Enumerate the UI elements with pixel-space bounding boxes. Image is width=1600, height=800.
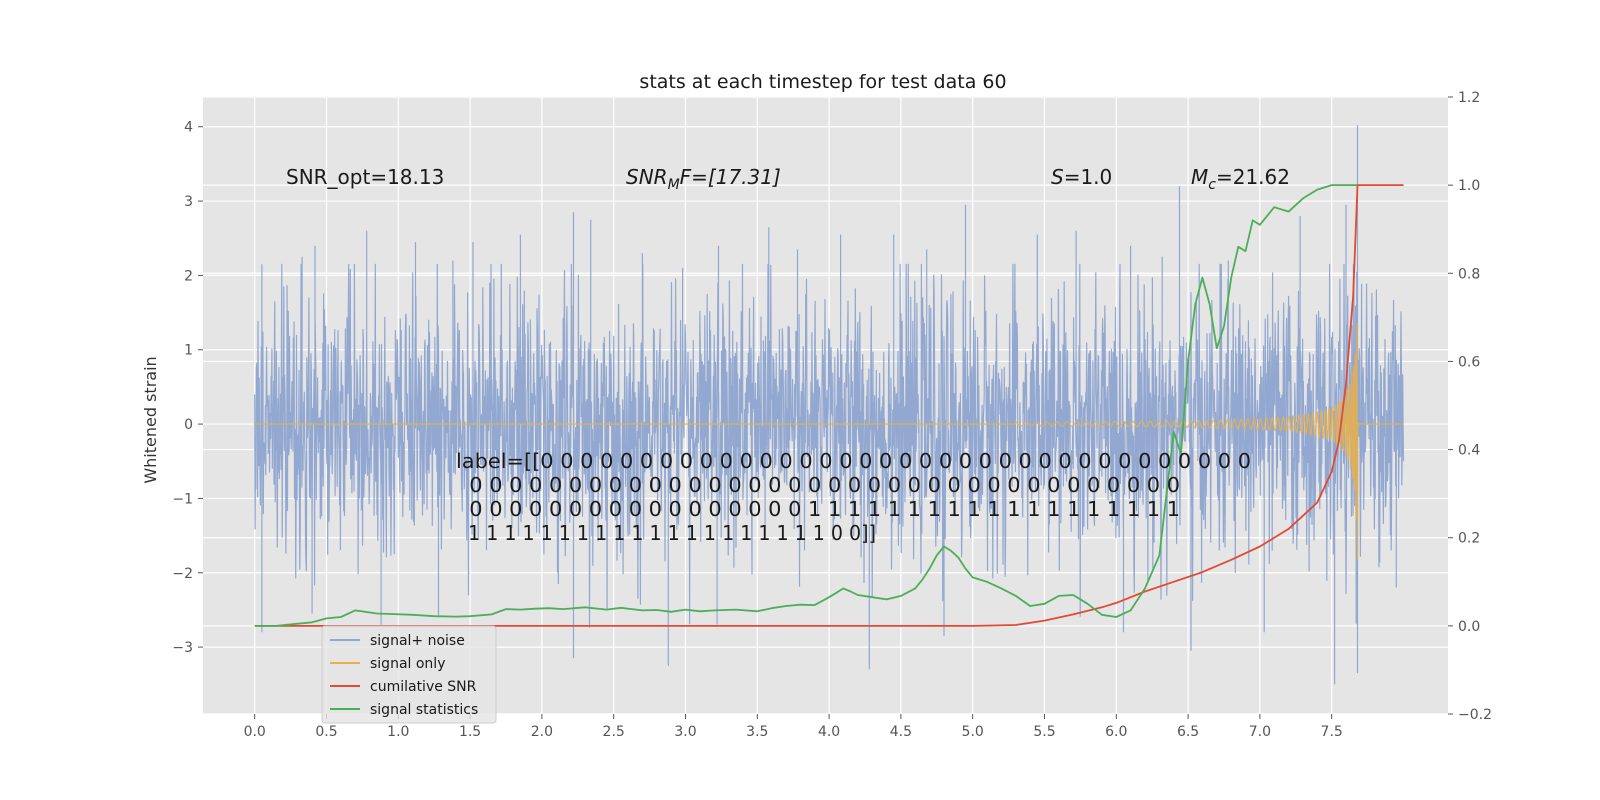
label-array-text: label=[[0 0 0 0 0 0 0 0 0 0 0 0 0 0 0 0 … — [456, 449, 1251, 545]
chart-title: stats at each timestep for test data 60 — [639, 71, 1006, 93]
y-tick-label-3: 0 — [184, 417, 193, 433]
x-tick-label-4: 2.0 — [531, 724, 553, 740]
legend-label-signal-noise: signal+ noise — [370, 633, 465, 649]
y2-tick-label-2: 0.2 — [1458, 531, 1480, 547]
series-signal-noise — [254, 125, 1405, 685]
x-tick-label-5: 2.5 — [603, 724, 625, 740]
y-tick-label-2: −1 — [172, 491, 193, 507]
y2-tick-label-5: 0.8 — [1458, 266, 1480, 282]
y-tick-label-4: 1 — [184, 343, 193, 359]
x-tick-label-10: 5.0 — [962, 724, 984, 740]
mc-rest: =21.62 — [1216, 165, 1290, 189]
legend-label-signal-statistics: signal statistics — [370, 702, 478, 718]
s-rest: =1.0 — [1064, 165, 1113, 189]
y-tick-label-6: 3 — [184, 194, 193, 210]
signal-layer — [254, 323, 1404, 560]
x-tick-label-8: 4.0 — [818, 724, 840, 740]
label-line-1: label=[[0 0 0 0 0 0 0 0 0 0 0 0 0 0 0 0 … — [456, 449, 1251, 473]
mc-sub: c — [1208, 177, 1216, 193]
x-tick-label-11: 5.5 — [1033, 724, 1055, 740]
label-line-4: 1 1 1 1 1 1 1 1 1 1 1 1 1 1 1 1 1 1 1 1 … — [456, 521, 876, 545]
lines-layer — [254, 184, 1404, 627]
x-tick-label-6: 3.0 — [674, 724, 696, 740]
snr-mf-main: SNR — [626, 165, 668, 189]
y2-tick-label-0: −0.2 — [1458, 707, 1492, 723]
series-signal-statistics — [254, 184, 1358, 627]
x-tick-label-13: 6.5 — [1177, 724, 1199, 740]
snr-mf-rest: F=[17.31] — [680, 165, 781, 189]
x-tick-label-14: 7.0 — [1249, 724, 1271, 740]
legend-label-cumilative-snr: cumilative SNR — [370, 679, 477, 695]
noise-layer — [254, 125, 1405, 685]
mc-var: M — [1191, 165, 1208, 189]
legend: signal+ noise signal only cumilative SNR… — [321, 625, 497, 724]
y-tick-label-1: −2 — [172, 566, 193, 582]
x-tick-label-2: 1.0 — [387, 724, 409, 740]
y-tick-label-5: 2 — [184, 268, 193, 284]
legend-box — [321, 625, 497, 724]
legend-label-signal-only: signal only — [370, 656, 445, 672]
series-cumilative-snr — [254, 184, 1404, 627]
mc-annotation: Mc=21.62 — [1191, 165, 1290, 193]
snr-mf-annotation: SNRMF=[17.31] — [626, 165, 781, 193]
series-signal-only — [254, 323, 1404, 560]
label-line-2: 0 0 0 0 0 0 0 0 0 0 0 0 0 0 0 0 0 0 0 0 … — [456, 473, 1180, 497]
snr-mf-sub: M — [668, 177, 680, 193]
y2-tick-label-7: 1.2 — [1458, 90, 1480, 106]
x-tick-label-0: 0.0 — [244, 724, 266, 740]
x-tick-label-3: 1.5 — [459, 724, 481, 740]
label-line-3: 0 0 0 0 0 0 0 0 0 0 0 0 0 0 0 0 0 1 1 1 … — [456, 497, 1180, 521]
y2-tick-label-4: 0.6 — [1458, 354, 1480, 370]
s-annotation: S=1.0 — [1051, 165, 1112, 189]
annotations: SNR_opt=18.13 SNRMF=[17.31] S=1.0 Mc=21.… — [286, 165, 1290, 193]
x-tick-label-7: 3.5 — [746, 724, 768, 740]
ticks: 0.0 0.5 1.0 1.5 2.0 2.5 3.0 3.5 4.0 4.5 5.0 5.5 6.0 6… — [172, 90, 1492, 740]
y-tick-label-0: −3 — [172, 640, 193, 656]
snr-opt-annotation: SNR_opt=18.13 — [286, 165, 444, 189]
y2-tick-label-6: 1.0 — [1458, 178, 1480, 194]
y-axis-label: Whitened strain — [141, 356, 160, 483]
y2-tick-label-3: 0.4 — [1458, 443, 1480, 459]
y-tick-label-7: 4 — [184, 120, 193, 136]
x-tick-label-1: 0.5 — [315, 724, 337, 740]
s-var: S — [1051, 165, 1064, 189]
x-tick-label-9: 4.5 — [890, 724, 912, 740]
x-tick-label-15: 7.5 — [1321, 724, 1343, 740]
x-tick-label-12: 6.0 — [1105, 724, 1127, 740]
y2-tick-label-1: 0.0 — [1458, 619, 1480, 635]
